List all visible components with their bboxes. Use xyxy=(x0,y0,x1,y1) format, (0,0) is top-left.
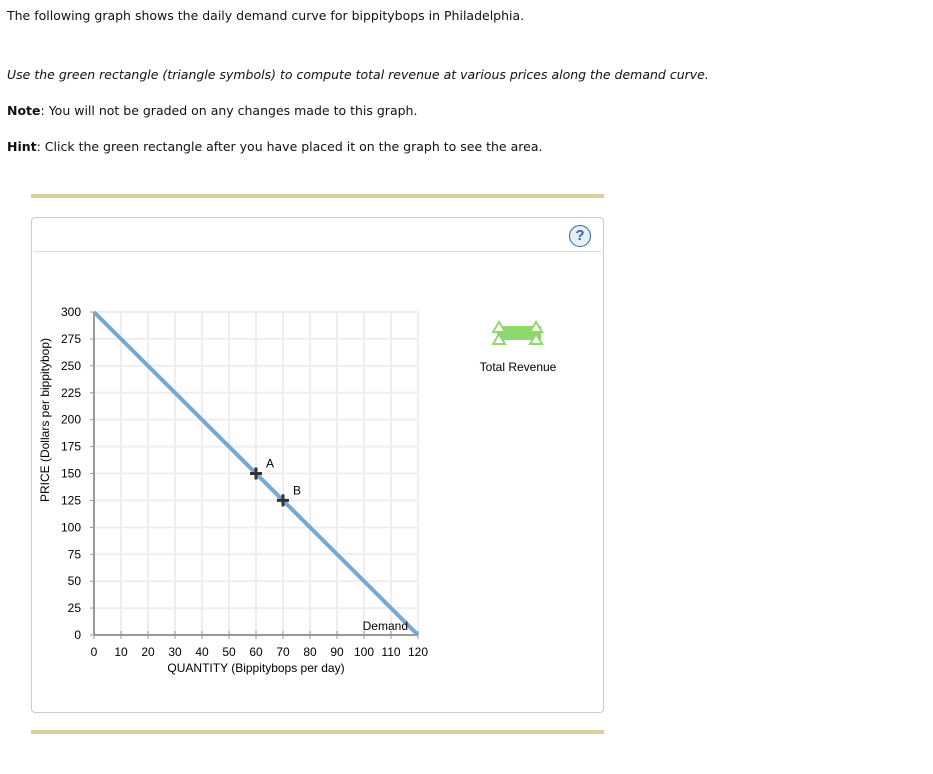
y-tick-label: 0 xyxy=(74,628,81,642)
top-divider xyxy=(31,194,604,198)
hint-label: Hint xyxy=(7,139,37,154)
note-text: Note: You will not be graded on any chan… xyxy=(7,103,417,118)
triangle-handle-icon[interactable] xyxy=(491,320,507,333)
hint-text: Hint: Click the green rectangle after yo… xyxy=(7,139,542,154)
x-axis-label: QUANTITY (Bippitybops per day) xyxy=(167,661,344,675)
x-tick-label: 70 xyxy=(276,645,290,659)
instruction-text: Use the green rectangle (triangle symbol… xyxy=(7,67,709,82)
bottom-divider xyxy=(31,730,604,734)
y-tick-label: 200 xyxy=(61,413,81,427)
triangle-handle-icon[interactable] xyxy=(491,332,507,345)
x-tick-label: 0 xyxy=(91,645,98,659)
total-revenue-tool[interactable] xyxy=(491,320,544,345)
triangle-handle-icon[interactable] xyxy=(528,332,544,345)
y-tick-label: 225 xyxy=(61,386,81,400)
y-tick-label: 150 xyxy=(61,467,81,481)
y-tick-label: 250 xyxy=(61,359,81,373)
triangle-handle-icon[interactable] xyxy=(528,320,544,333)
x-tick-label: 20 xyxy=(141,645,155,659)
x-tick-label: 10 xyxy=(114,645,128,659)
help-icon[interactable]: ? xyxy=(569,225,591,247)
point-a-marker xyxy=(250,467,262,480)
y-tick-label: 275 xyxy=(61,332,81,346)
y-tick-label: 75 xyxy=(68,547,82,561)
x-tick-label: 40 xyxy=(195,645,209,659)
y-tick-label: 300 xyxy=(61,305,81,319)
note-body: : You will not be graded on any changes … xyxy=(40,103,418,118)
y-tick-label: 125 xyxy=(61,493,81,507)
note-label: Note xyxy=(7,103,41,118)
y-tick-label: 50 xyxy=(68,574,82,588)
x-tick-label: 80 xyxy=(303,645,317,659)
point-b-marker xyxy=(277,494,289,507)
intro-text: The following graph shows the daily dema… xyxy=(7,8,525,23)
x-tick-label: 110 xyxy=(381,645,400,659)
hint-body: : Click the green rectangle after you ha… xyxy=(36,139,543,154)
x-tick-label: 50 xyxy=(222,645,236,659)
green-rectangle-icon[interactable] xyxy=(497,326,541,340)
point-label: A xyxy=(266,457,274,471)
x-tick-label: 60 xyxy=(249,645,263,659)
x-tick-label: 120 xyxy=(408,645,428,659)
x-tick-label: 30 xyxy=(168,645,182,659)
total-revenue-label: Total Revenue xyxy=(480,360,557,374)
x-tick-label: 100 xyxy=(354,645,374,659)
panel-header-divider xyxy=(34,251,601,252)
y-tick-label: 25 xyxy=(68,601,82,615)
graph-panel: ? xyxy=(31,217,604,713)
y-axis-label: PRICE (Dollars per bippitybop) xyxy=(38,338,52,502)
point-label: B xyxy=(293,483,301,497)
x-tick-label: 90 xyxy=(330,645,344,659)
series-label-demand: Demand xyxy=(363,619,408,633)
y-tick-label: 175 xyxy=(61,440,81,454)
y-tick-label: 100 xyxy=(61,520,81,534)
